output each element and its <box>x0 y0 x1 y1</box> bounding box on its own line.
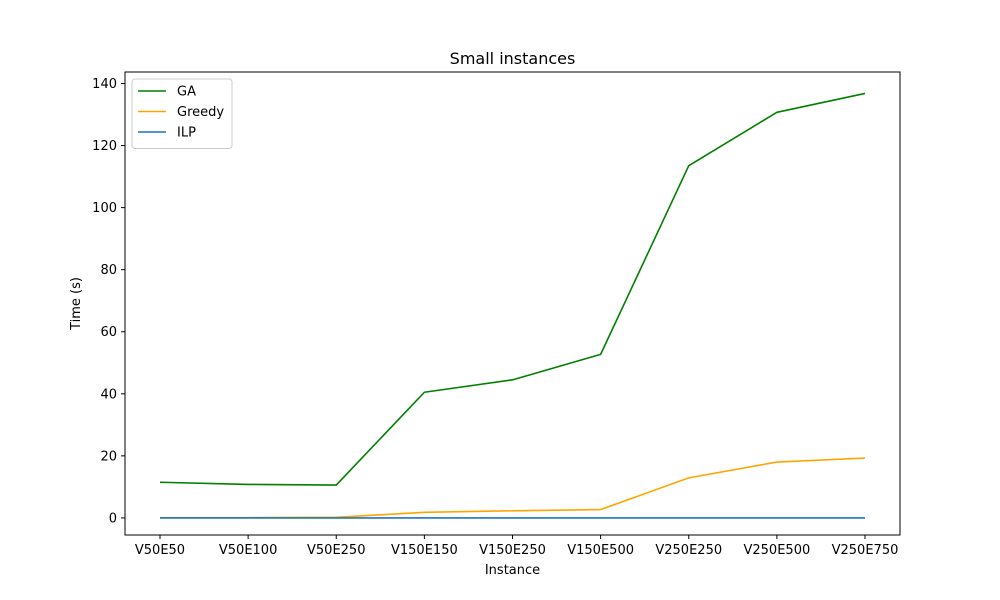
y-tick-label: 140 <box>92 77 117 92</box>
y-tick-label: 80 <box>100 263 117 278</box>
x-tick-label: V250E250 <box>655 543 722 558</box>
x-axis-ticks: V50E50 V50E100 V50E250 V150E150 V150E250 V150… <box>135 535 898 558</box>
y-tick-label: 0 <box>109 511 117 526</box>
series-line-ga <box>159 92 866 486</box>
x-tick-label: V150E500 <box>567 543 634 558</box>
legend: GA Greedy ILP <box>131 78 233 149</box>
y-tick-label: 40 <box>100 387 117 402</box>
x-axis-label: Instance <box>485 563 540 578</box>
x-tick-label: V150E250 <box>479 543 546 558</box>
y-axis-ticks: 0 20 40 60 80 100 120 140 <box>92 77 125 526</box>
x-tick-label: V250E500 <box>744 543 811 558</box>
legend-label-ga: GA <box>177 85 196 100</box>
x-tick-label: V50E100 <box>219 543 277 558</box>
x-tick-label: V150E150 <box>391 543 458 558</box>
y-tick-label: 120 <box>92 139 117 154</box>
legend-label-greedy: Greedy <box>177 105 224 120</box>
y-tick-label: 60 <box>100 325 117 340</box>
x-tick-label: V250E750 <box>832 543 899 558</box>
y-axis-label: Time (s) <box>69 277 84 331</box>
y-tick-label: 20 <box>100 449 117 464</box>
x-tick-label: V50E50 <box>135 543 185 558</box>
legend-label-ilp: ILP <box>177 126 196 141</box>
y-tick-label: 100 <box>92 201 117 216</box>
plot-frame <box>124 71 901 536</box>
legend-box <box>131 78 233 149</box>
chart-title: Small instances <box>450 49 576 68</box>
x-tick-label: V50E250 <box>307 543 365 558</box>
plot-lines <box>159 92 866 519</box>
